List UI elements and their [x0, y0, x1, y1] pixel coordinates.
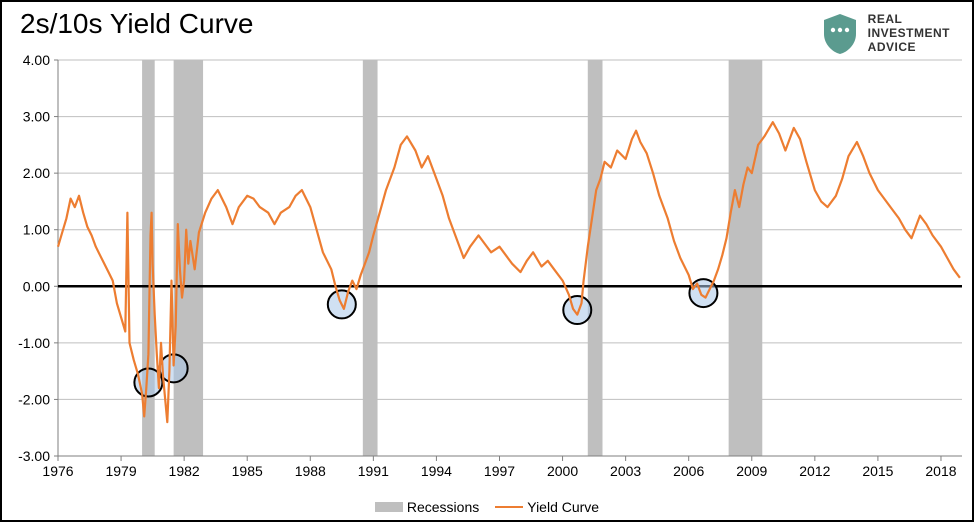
- x-tick-label: 1985: [232, 463, 263, 479]
- x-tick-label: 1997: [484, 463, 515, 479]
- recession-band: [363, 60, 378, 456]
- x-tick-label: 2012: [799, 463, 830, 479]
- x-tick-label: 1976: [42, 463, 73, 479]
- x-tick-label: 1988: [295, 463, 326, 479]
- x-tick-label: 1994: [421, 463, 452, 479]
- recession-band: [588, 60, 603, 456]
- chart-legend: Recessions Yield Curve: [2, 498, 972, 516]
- recession-band: [729, 60, 763, 456]
- y-tick-label: 4.00: [23, 52, 50, 68]
- x-tick-label: 2003: [610, 463, 641, 479]
- x-tick-label: 1979: [105, 463, 136, 479]
- y-tick-label: 1.00: [23, 222, 50, 238]
- legend-yield-curve: Yield Curve: [495, 499, 599, 515]
- shield-icon: [820, 12, 860, 56]
- legend-recessions: Recessions: [375, 499, 479, 515]
- chart-plot: -3.00-2.00-1.000.001.002.003.004.0019761…: [58, 56, 962, 476]
- y-tick-label: 0.00: [23, 278, 50, 294]
- x-tick-label: 2006: [673, 463, 704, 479]
- chart-svg: -3.00-2.00-1.000.001.002.003.004.0019761…: [58, 56, 966, 480]
- y-tick-label: -3.00: [18, 448, 50, 464]
- x-tick-label: 1982: [169, 463, 200, 479]
- y-tick-label: -2.00: [18, 391, 50, 407]
- x-tick-label: 2015: [862, 463, 893, 479]
- chart-title: 2s/10s Yield Curve: [20, 8, 954, 40]
- x-tick-label: 2009: [736, 463, 767, 479]
- inversion-marker: [563, 296, 591, 324]
- y-tick-label: 3.00: [23, 109, 50, 125]
- x-tick-label: 1991: [358, 463, 389, 479]
- brand-text: REAL INVESTMENT ADVICE: [868, 13, 950, 54]
- brand-logo: REAL INVESTMENT ADVICE: [820, 12, 950, 56]
- y-tick-label: 2.00: [23, 165, 50, 181]
- x-tick-label: 2018: [925, 463, 956, 479]
- x-tick-label: 2000: [547, 463, 578, 479]
- y-tick-label: -1.00: [18, 335, 50, 351]
